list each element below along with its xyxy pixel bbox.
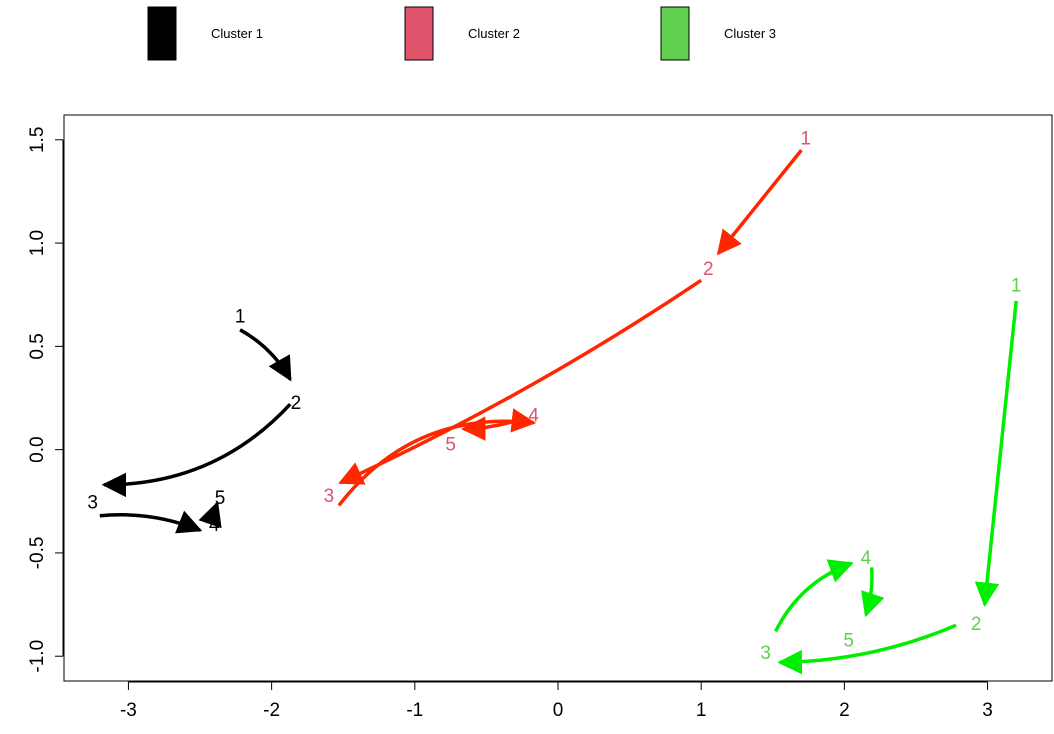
legend-label-3: Cluster 3	[724, 26, 776, 41]
arrow-cluster-2-4	[461, 416, 523, 441]
y-axis: -1.0 -0.5 0.0 0.5 1.0 1.5	[27, 127, 64, 673]
arrow-cluster-1-1	[239, 328, 292, 382]
legend-swatch-1	[147, 6, 177, 61]
arrow-cluster-3-2	[777, 623, 957, 675]
arrows-layer	[99, 149, 1018, 675]
arrow-cluster-3-1	[974, 300, 1018, 608]
x-tick-label: 2	[839, 700, 850, 721]
point-label-cluster-3-2: 2	[971, 614, 982, 635]
point-label-cluster-3-4: 4	[861, 548, 872, 569]
arrow-cluster-1-4	[198, 501, 222, 529]
y-tick-label: 0.5	[27, 333, 48, 359]
point-label-cluster-1-1: 1	[235, 306, 246, 327]
legend: Cluster 1 Cluster 2 Cluster 3	[147, 6, 776, 61]
x-tick-label: 0	[553, 700, 564, 721]
y-tick-label: -0.5	[27, 537, 48, 570]
x-axis: -3 -2 -1 0 1 2 3	[120, 681, 993, 721]
point-labels-layer: 1 2 3 4 5 1 2 3 4 5 1 2 3 4 5	[87, 129, 1021, 664]
arrow-cluster-2-2	[338, 278, 703, 485]
point-label-cluster-3-5: 5	[843, 631, 854, 652]
point-label-cluster-2-1: 1	[800, 129, 811, 150]
x-tick-label: -1	[406, 700, 423, 721]
point-label-cluster-2-3: 3	[324, 486, 335, 507]
point-label-cluster-1-4: 4	[209, 515, 220, 536]
arrow-cluster-1-2	[101, 403, 292, 498]
arrow-cluster-3-4	[861, 567, 885, 618]
x-tick-label: -2	[263, 700, 280, 721]
arrow-cluster-2-1	[716, 149, 803, 256]
x-tick-label: 3	[982, 700, 993, 721]
x-tick-label: -3	[120, 700, 137, 721]
y-tick-label: 1.5	[27, 127, 48, 153]
legend-swatch-3	[660, 6, 690, 61]
point-label-cluster-1-2: 2	[291, 393, 302, 414]
point-label-cluster-2-5: 5	[445, 434, 456, 455]
point-label-cluster-1-5: 5	[215, 488, 226, 509]
x-tick-label: 1	[696, 700, 707, 721]
legend-label-1: Cluster 1	[211, 26, 263, 41]
legend-label-2: Cluster 2	[468, 26, 520, 41]
arrow-cluster-2-3	[337, 408, 537, 507]
point-label-cluster-2-2: 2	[703, 259, 714, 280]
y-tick-label: -1.0	[27, 640, 48, 673]
legend-swatch-2	[404, 6, 434, 61]
arrow-cluster-3-3	[774, 559, 854, 633]
point-label-cluster-3-1: 1	[1011, 275, 1022, 296]
y-tick-label: 0.0	[27, 436, 48, 462]
point-label-cluster-2-4: 4	[528, 406, 539, 427]
arrow-cluster-1-3	[99, 510, 203, 534]
point-label-cluster-1-3: 3	[87, 492, 98, 513]
point-label-cluster-3-3: 3	[760, 643, 771, 664]
y-tick-label: 1.0	[27, 230, 48, 256]
plot-frame	[63, 114, 1053, 682]
